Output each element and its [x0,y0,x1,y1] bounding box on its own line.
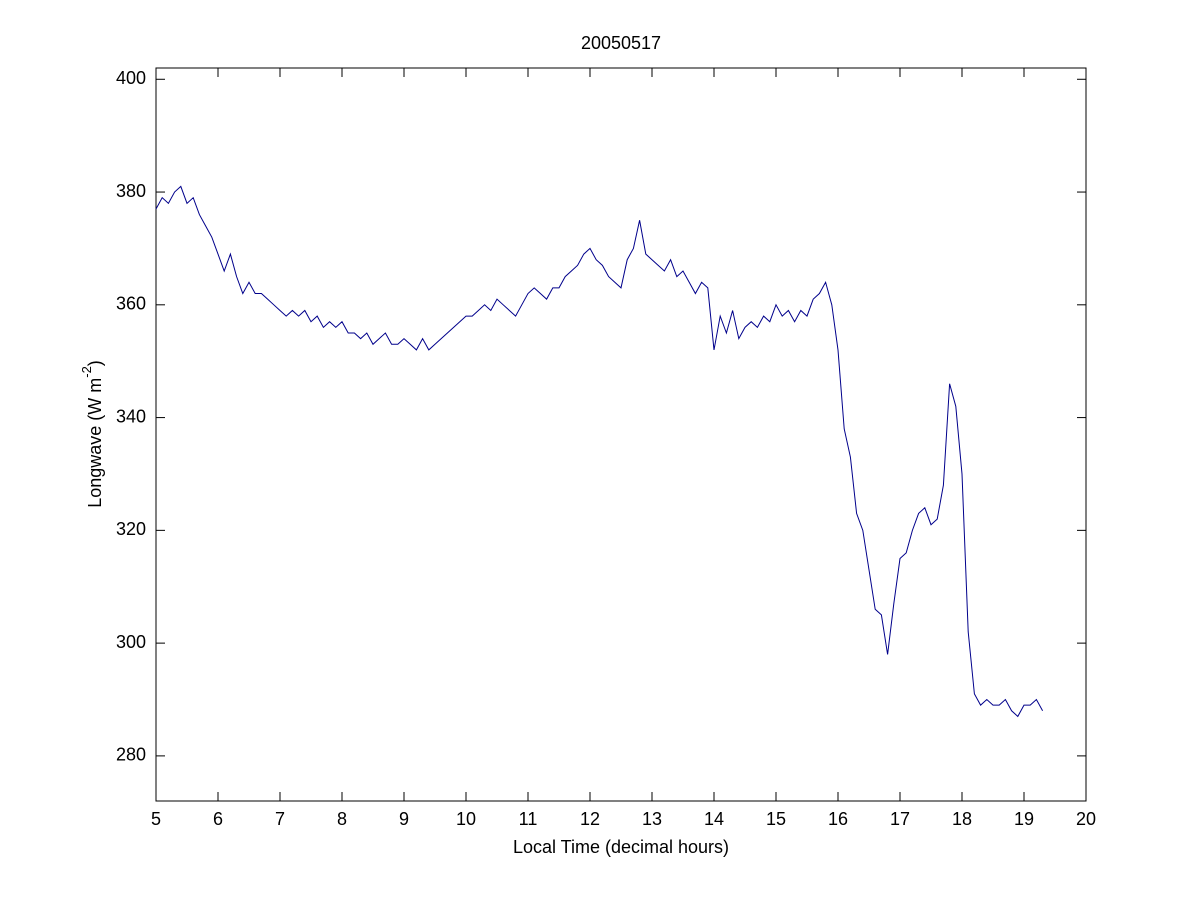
x-tick-label: 15 [766,809,786,829]
x-tick-label: 18 [952,809,972,829]
x-tick-label: 17 [890,809,910,829]
data-line [155,185,1044,718]
x-tick-label: 16 [828,809,848,829]
y-label-text: Longwave (W m [85,378,105,508]
x-tick-label: 20 [1076,809,1096,829]
x-tick-label: 13 [642,809,662,829]
x-tick-label: 12 [580,809,600,829]
y-label-suffix: ) [85,360,105,366]
x-axis-label: Local Time (decimal hours) [513,837,729,857]
y-tick-label: 360 [116,294,146,314]
x-tick-label: 7 [275,809,285,829]
y-tick-label: 400 [116,68,146,88]
x-tick-label: 6 [213,809,223,829]
x-tick-label: 11 [519,809,538,829]
y-tick-label: 380 [116,181,146,201]
x-tick-label: 8 [337,809,347,829]
y-label-superscript: -2 [79,366,94,378]
chart-title: 20050517 [581,33,661,53]
x-tick-label: 5 [151,809,161,829]
y-tick-label: 300 [116,632,146,652]
y-tick-label: 340 [116,406,146,426]
y-axis-label: Longwave (W m-2) [79,360,104,508]
x-tick-label: 10 [456,809,476,829]
y-tick-label: 280 [116,745,146,765]
plot-area [155,67,1087,802]
x-tick-label: 14 [704,809,724,829]
y-tick-label: 320 [116,519,146,539]
x-tick-label: 9 [399,809,409,829]
x-tick-label: 19 [1014,809,1034,829]
